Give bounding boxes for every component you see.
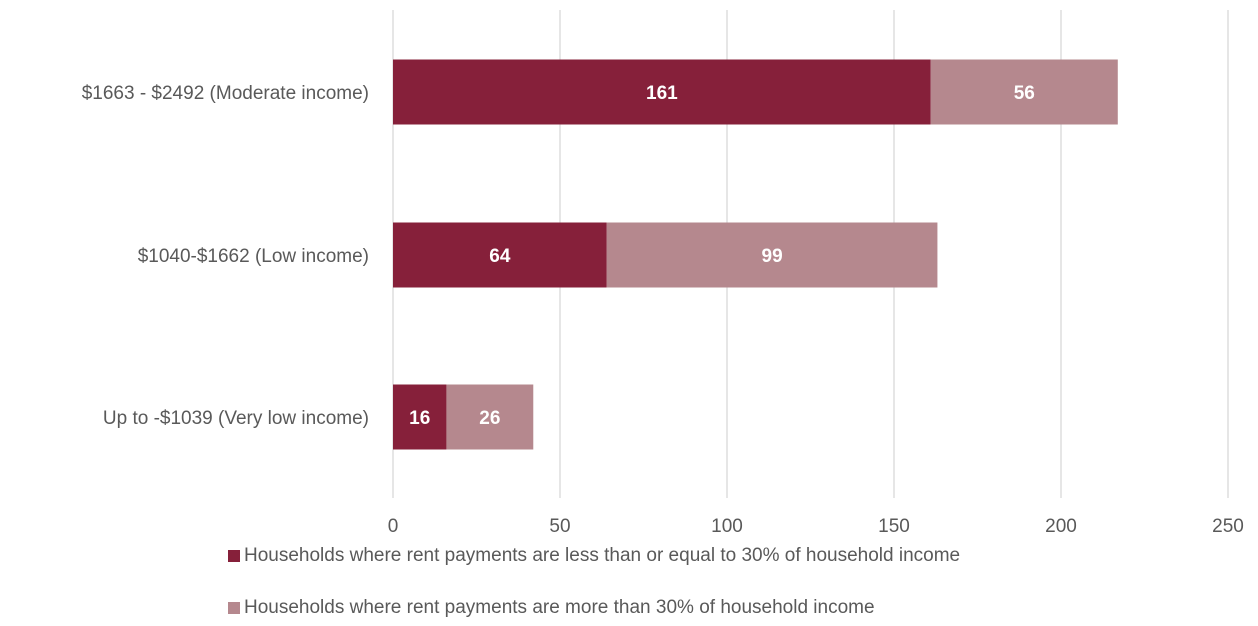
category-label: Up to -$1039 (Very low income)	[103, 408, 369, 429]
x-tick-label: 200	[1045, 516, 1077, 537]
x-tick-label: 150	[878, 516, 910, 537]
bar-segment	[606, 222, 938, 288]
bar-segment	[393, 222, 607, 288]
legend-item-rent-le-30: Households where rent payments are less …	[228, 545, 1228, 567]
category-label: $1663 - $2492 (Moderate income)	[82, 83, 369, 104]
data-label: 161	[646, 83, 678, 104]
bar-segment	[393, 384, 447, 450]
category-label: $1040-$1662 (Low income)	[138, 246, 369, 267]
legend-item-rent-gt-30: Households where rent payments are more …	[228, 597, 1228, 619]
legend-label-rent-le-30: Households where rent payments are less …	[244, 545, 961, 566]
x-tick-label: 50	[549, 516, 570, 537]
x-tick-label: 250	[1212, 516, 1244, 537]
bar-segment	[446, 384, 534, 450]
data-label: 56	[1014, 83, 1035, 104]
x-tick-label: 0	[388, 516, 399, 537]
x-tick-label: 100	[711, 516, 743, 537]
bar-segment	[393, 59, 931, 125]
data-label: 99	[762, 246, 783, 267]
legend-swatch-rent-le-30	[228, 550, 240, 562]
data-label: 16	[409, 408, 430, 429]
stacked-bar-chart: 0 50 100 150 200 250 161 56 $1663 - $2492 (Moder…	[82, 10, 1244, 537]
data-label: 64	[489, 246, 511, 267]
legend-label-rent-gt-30: Households where rent payments are more …	[244, 597, 875, 618]
legend-swatch-rent-gt-30	[228, 602, 240, 614]
bar-segment	[930, 59, 1118, 125]
data-label: 26	[479, 408, 500, 429]
